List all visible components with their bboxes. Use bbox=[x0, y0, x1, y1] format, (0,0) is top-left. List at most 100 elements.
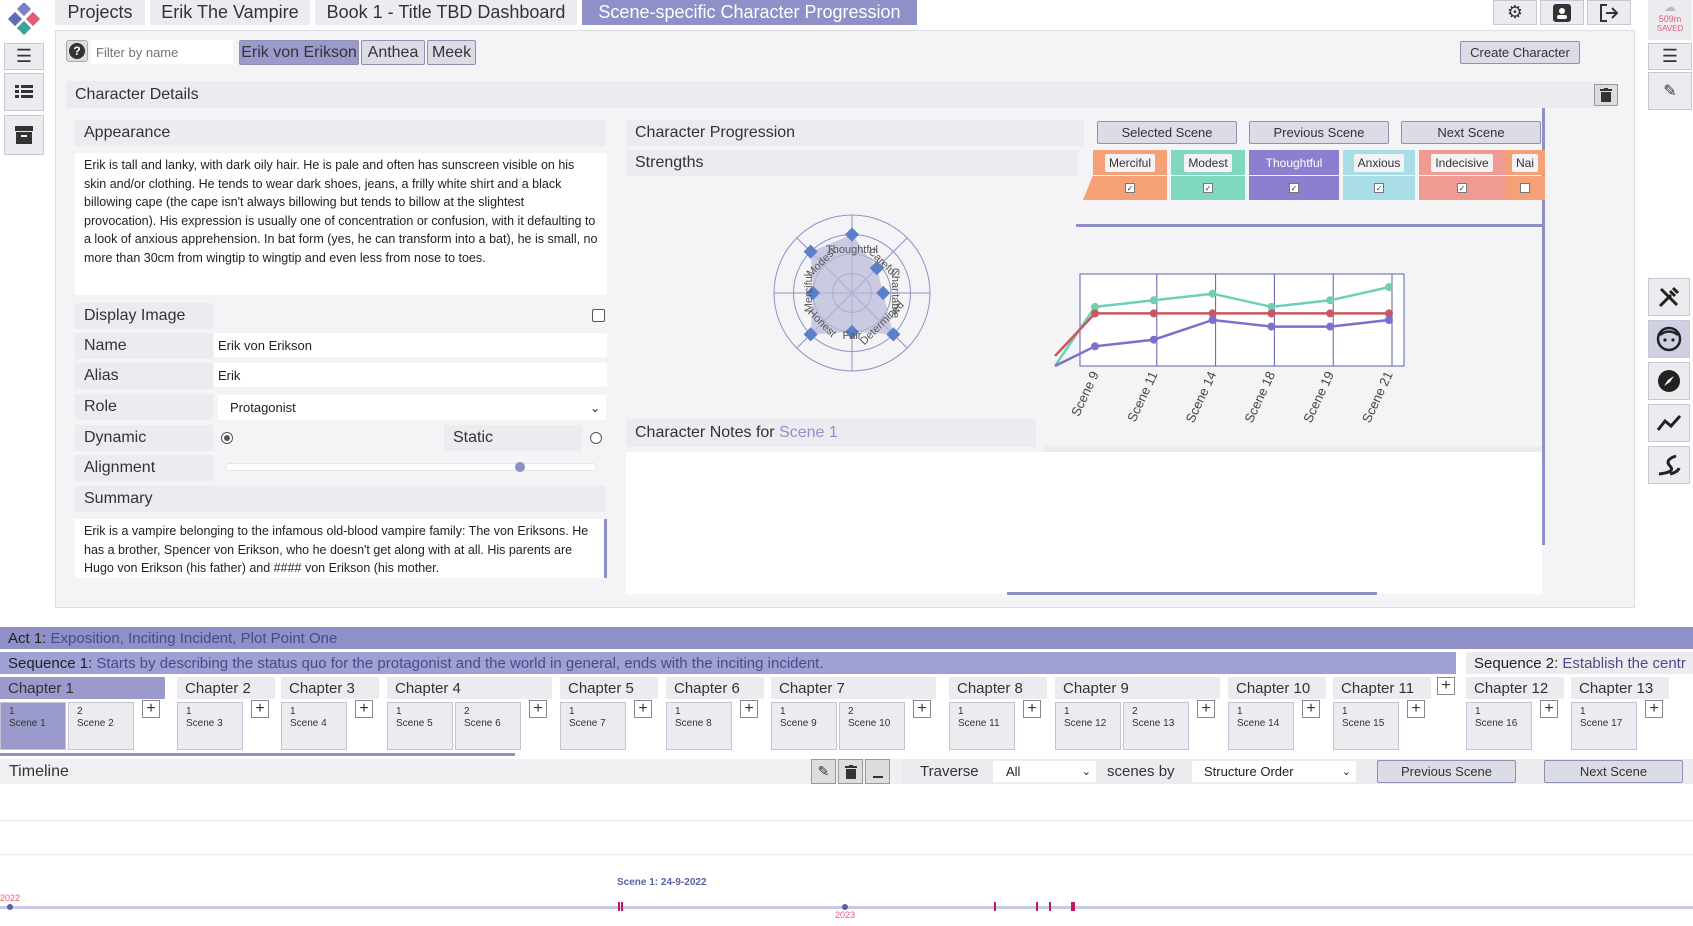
scene-card[interactable]: 1 Scene 16 bbox=[1466, 702, 1532, 750]
scene-card[interactable]: 1 Scene 1 bbox=[0, 702, 66, 750]
scene-card[interactable]: 1 Scene 8 bbox=[666, 702, 732, 750]
character-notes-area[interactable] bbox=[626, 452, 1542, 594]
scene-card[interactable]: 1 Scene 7 bbox=[560, 702, 626, 750]
progression-button[interactable] bbox=[1648, 404, 1690, 442]
add-scene-button[interactable]: + bbox=[529, 700, 547, 718]
chapter-tab[interactable]: Chapter 12 bbox=[1466, 677, 1564, 699]
add-scene-button[interactable]: + bbox=[1302, 700, 1320, 718]
sequence-2-bar[interactable]: Sequence 2: Establish the centr bbox=[1466, 652, 1693, 674]
right-menu-button[interactable]: ☰ bbox=[1648, 43, 1692, 70]
app-logo[interactable] bbox=[4, 2, 44, 36]
delete-timeline-button[interactable] bbox=[838, 759, 863, 784]
name-input[interactable]: Erik von Erikson bbox=[214, 333, 607, 357]
add-chapter-button[interactable]: + bbox=[1437, 677, 1455, 695]
add-scene-button[interactable]: + bbox=[740, 700, 758, 718]
trait-toggle-merciful[interactable]: ✓ bbox=[1093, 176, 1167, 200]
add-scene-button[interactable]: + bbox=[355, 700, 373, 718]
chapter-tab[interactable]: Chapter 13 bbox=[1571, 677, 1669, 699]
archive-button[interactable] bbox=[4, 115, 44, 155]
breadcrumb-current[interactable]: Scene-specific Character Progression bbox=[582, 0, 917, 25]
trait-toggle-anxious[interactable]: ✓ bbox=[1343, 176, 1415, 200]
alignment-slider-thumb[interactable] bbox=[514, 462, 525, 472]
arc-button[interactable] bbox=[1648, 446, 1690, 484]
add-scene-button[interactable]: + bbox=[142, 700, 160, 718]
settings-button[interactable]: ⚙ bbox=[1493, 0, 1537, 25]
add-scene-button[interactable]: + bbox=[1645, 700, 1663, 718]
scene-tick[interactable] bbox=[618, 902, 620, 911]
notes-scene-link[interactable]: Scene 1 bbox=[779, 424, 838, 441]
previous-scene-button[interactable]: Previous Scene bbox=[1249, 121, 1389, 144]
help-button[interactable]: ? bbox=[66, 40, 88, 62]
timeline-previous-scene-button[interactable]: Previous Scene bbox=[1377, 760, 1516, 783]
appearance-textarea[interactable]: Erik is tall and lanky, with dark oily h… bbox=[75, 153, 607, 295]
logout-button[interactable] bbox=[1587, 0, 1631, 25]
dynamic-radio[interactable] bbox=[221, 432, 233, 444]
order-select[interactable]: Structure Order ⌄ bbox=[1192, 761, 1356, 782]
menu-button[interactable]: ☰ bbox=[4, 43, 44, 70]
add-scene-button[interactable]: + bbox=[251, 700, 269, 718]
scene-card[interactable]: 1 Scene 11 bbox=[949, 702, 1015, 750]
delete-character-button[interactable] bbox=[1594, 84, 1618, 106]
scene-card[interactable]: 1 Scene 9 bbox=[771, 702, 837, 750]
scene-card[interactable]: 2 Scene 2 bbox=[68, 702, 134, 750]
scene-card[interactable]: 1 Scene 14 bbox=[1228, 702, 1294, 750]
chapter-tab[interactable]: Chapter 1 bbox=[0, 677, 165, 699]
breadcrumb-projects[interactable]: Projects bbox=[55, 0, 145, 25]
scene-tick[interactable] bbox=[1071, 902, 1073, 911]
add-scene-button[interactable]: + bbox=[634, 700, 652, 718]
compass-button[interactable] bbox=[1648, 362, 1690, 400]
character-tab-anthea[interactable]: Anthea bbox=[361, 40, 425, 65]
trait-toggle-thoughtful[interactable]: ✓ bbox=[1249, 176, 1339, 200]
scene-tick[interactable] bbox=[1036, 902, 1038, 911]
filter-input[interactable] bbox=[91, 40, 233, 64]
scene-card[interactable]: 1 Scene 3 bbox=[177, 702, 243, 750]
scene-card[interactable]: 2 Scene 6 bbox=[455, 702, 521, 750]
scene-tick[interactable] bbox=[1049, 902, 1051, 911]
static-radio[interactable] bbox=[590, 432, 602, 444]
chapter-tab[interactable]: Chapter 8 bbox=[949, 677, 1047, 699]
profile-button[interactable] bbox=[1540, 0, 1584, 25]
add-scene-button[interactable]: + bbox=[1197, 700, 1215, 718]
tools-button[interactable] bbox=[1648, 278, 1690, 316]
breadcrumb-project[interactable]: Erik The Vampire bbox=[150, 0, 310, 25]
edit-timeline-button[interactable]: ✎ bbox=[811, 759, 836, 784]
create-character-button[interactable]: Create Character bbox=[1460, 41, 1580, 64]
chapter-tab[interactable]: Chapter 10 bbox=[1228, 677, 1326, 699]
traverse-select[interactable]: All ⌄ bbox=[993, 761, 1096, 782]
role-select[interactable]: Protagonist ⌄ bbox=[218, 395, 606, 420]
scene-card[interactable]: 2 Scene 13 bbox=[1123, 702, 1189, 750]
chapter-tab[interactable]: Chapter 9 bbox=[1055, 677, 1220, 699]
chapter-tab[interactable]: Chapter 7 bbox=[771, 677, 936, 699]
add-scene-button[interactable]: + bbox=[1407, 700, 1425, 718]
trait-toggle-nai[interactable] bbox=[1505, 176, 1545, 200]
chapter-tab[interactable]: Chapter 2 bbox=[177, 677, 275, 699]
next-scene-button[interactable]: Next Scene bbox=[1401, 121, 1541, 144]
scene-tick[interactable] bbox=[994, 902, 996, 911]
scene-card[interactable]: 1 Scene 5 bbox=[387, 702, 453, 750]
scene-card[interactable]: 1 Scene 4 bbox=[281, 702, 347, 750]
scene-tick[interactable] bbox=[621, 902, 623, 911]
selected-scene-button[interactable]: Selected Scene bbox=[1097, 121, 1237, 144]
timeline-area[interactable] bbox=[0, 786, 1693, 926]
chapter-tab[interactable]: Chapter 6 bbox=[666, 677, 764, 699]
minimize-timeline-button[interactable] bbox=[865, 759, 890, 784]
summary-textarea[interactable]: Erik is a vampire belonging to the infam… bbox=[75, 519, 607, 578]
display-image-checkbox[interactable] bbox=[592, 309, 605, 322]
scene-card[interactable]: 2 Scene 10 bbox=[839, 702, 905, 750]
add-scene-button[interactable]: + bbox=[1023, 700, 1041, 718]
breadcrumb-book[interactable]: Book 1 - Title TBD Dashboard bbox=[315, 0, 577, 25]
chapter-tab[interactable]: Chapter 11 bbox=[1333, 677, 1431, 699]
character-tab-erik[interactable]: Erik von Erikson bbox=[239, 40, 359, 65]
trait-toggle-modest[interactable]: ✓ bbox=[1171, 176, 1245, 200]
notes-button[interactable]: ✎ bbox=[1648, 72, 1692, 110]
chapter-tab[interactable]: Chapter 4 bbox=[387, 677, 552, 699]
alias-input[interactable]: Erik bbox=[214, 363, 607, 387]
chapter-tab[interactable]: Chapter 3 bbox=[281, 677, 379, 699]
chapters-scrollbar[interactable] bbox=[0, 753, 515, 756]
alignment-slider[interactable] bbox=[225, 463, 597, 471]
character-tab-meek[interactable]: Meek bbox=[427, 40, 476, 65]
scene-card[interactable]: 1 Scene 15 bbox=[1333, 702, 1399, 750]
chapter-tab[interactable]: Chapter 5 bbox=[560, 677, 658, 699]
trait-toggle-indecisive[interactable]: ✓ bbox=[1419, 176, 1505, 200]
scene-card[interactable]: 1 Scene 17 bbox=[1571, 702, 1637, 750]
